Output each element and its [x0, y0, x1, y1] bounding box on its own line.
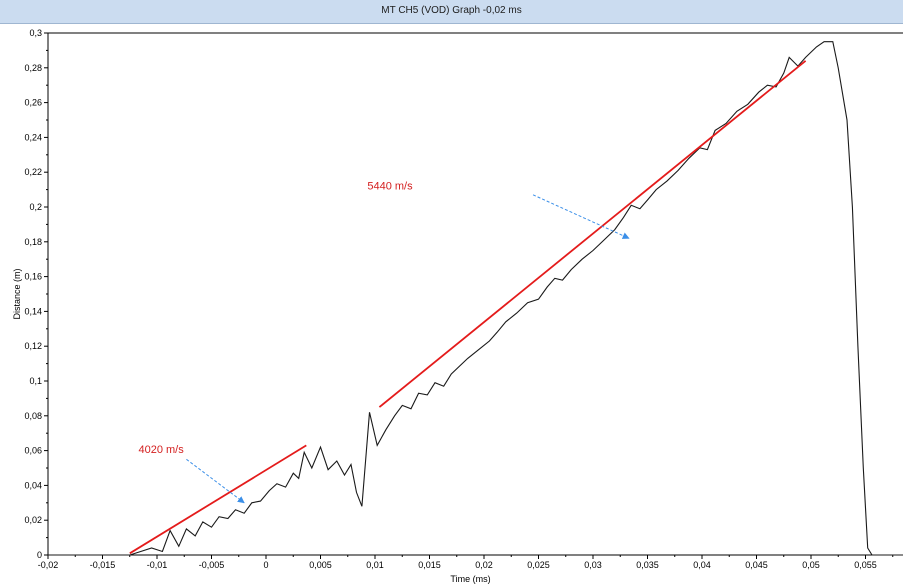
x-tick-label: 0,025 [527, 560, 550, 570]
y-tick-label: 0,08 [24, 411, 42, 421]
y-tick-label: 0,02 [24, 515, 42, 525]
annotation-arrow [532, 194, 630, 239]
x-tick-label: 0,03 [584, 560, 602, 570]
annotation-arrow [186, 458, 245, 504]
velocity-annotation-label: 4020 m/s [138, 444, 184, 456]
x-tick-label: 0,005 [309, 560, 332, 570]
x-tick-label: 0,04 [693, 560, 711, 570]
x-tick-label: 0,035 [636, 560, 659, 570]
y-tick-label: 0,24 [24, 132, 42, 142]
y-tick-label: 0,04 [24, 480, 42, 490]
velocity-fit-line [378, 60, 807, 408]
y-tick-label: 0 [37, 550, 42, 560]
x-axis-label: Time (ms) [450, 574, 490, 584]
x-tick-label: 0,045 [745, 560, 768, 570]
y-tick-label: 0,14 [24, 306, 42, 316]
chart-title-bar: MT CH5 (VOD) Graph -0,02 ms [0, 0, 903, 24]
y-tick-label: 0,12 [24, 341, 42, 351]
velocity-annotation-label: 5440 m/s [367, 181, 413, 193]
y-axis-label: Distance (m) [12, 268, 22, 319]
x-tick-label: 0,01 [366, 560, 384, 570]
y-tick-label: 0,28 [24, 63, 42, 73]
y-tick-label: 0,1 [29, 376, 42, 386]
vod-graph: 0 0,02 0,04 0,06 0,08 0,1 0,12 0,14 0,16 0,18 0,2 0… [12, 28, 903, 584]
measured-distance-line [48, 41, 903, 556]
velocity-fit-line [129, 444, 307, 555]
y-tick-label: 0,18 [24, 237, 42, 247]
x-tick-label: -0,005 [199, 560, 225, 570]
x-tick-label: -0,02 [38, 560, 59, 570]
x-tick-label: -0,01 [147, 560, 168, 570]
y-tick-label: 0,2 [29, 202, 42, 212]
y-tick-label: 0,3 [29, 28, 42, 38]
x-tick-label: 0,055 [854, 560, 877, 570]
x-tick-label: 0,015 [418, 560, 441, 570]
y-tick-label: 0,16 [24, 272, 42, 282]
x-tick-label: 0,02 [475, 560, 493, 570]
chart-title: MT CH5 (VOD) Graph -0,02 ms [381, 5, 522, 16]
x-tick-label: -0,015 [90, 560, 116, 570]
y-tick-label: 0,26 [24, 98, 42, 108]
x-tick-label: 0 [263, 560, 268, 570]
x-tick-label: 0,05 [802, 560, 820, 570]
y-tick-label: 0,06 [24, 446, 42, 456]
y-tick-label: 0,22 [24, 167, 42, 177]
